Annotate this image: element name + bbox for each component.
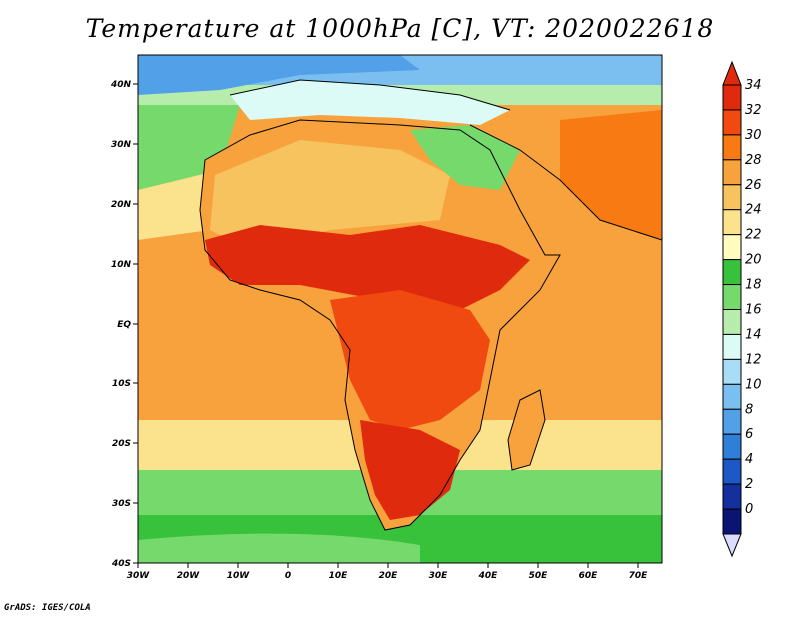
colorbar-label: 26 xyxy=(745,178,762,193)
lon-tick-label: 50E xyxy=(529,571,549,581)
colorbar-swatch xyxy=(722,309,742,335)
credit-text: GrADS: IGES/COLA xyxy=(4,603,91,613)
colorbar-label: 24 xyxy=(745,203,762,218)
colorbar-top-arrow xyxy=(722,60,742,86)
lon-tick-label: 20W xyxy=(177,571,201,581)
colorbar-swatch xyxy=(722,234,742,261)
lon-tick-label: 70E xyxy=(629,571,649,581)
colorbar-bottom-arrow xyxy=(722,533,742,558)
lat-tick-label: 10N xyxy=(111,260,132,270)
colorbar-label: 22 xyxy=(745,228,762,243)
lat-tick-label: 40N xyxy=(110,80,132,90)
colorbar-swatch xyxy=(722,84,742,111)
colorbar-label: 0 xyxy=(745,502,753,517)
colorbar-label: 32 xyxy=(745,103,762,118)
lat-tick-label: EQ xyxy=(117,320,131,330)
colorbar-swatch xyxy=(722,458,742,485)
lon-tick-label: 40E xyxy=(478,571,499,581)
lon-tick-label: 0 xyxy=(285,571,291,581)
latitude-labels: 40N 30N 20N 10N EQ 10S 20S 30S 40S xyxy=(110,80,132,569)
colorbar-swatch xyxy=(722,433,742,460)
map-frame xyxy=(137,54,663,564)
colorbar-label: 18 xyxy=(745,278,762,293)
lat-tick-label: 20N xyxy=(111,200,132,210)
lon-tick-label: 30E xyxy=(429,571,449,581)
colorbar-label: 2 xyxy=(745,477,753,492)
colorbar-label: 4 xyxy=(745,452,753,467)
lat-tick-label: 30N xyxy=(111,140,132,150)
colorbar-swatch xyxy=(722,408,742,435)
colorbar-swatch xyxy=(722,333,742,360)
map-title: Temperature at 1000hPa [C], VT: 20200226… xyxy=(85,14,715,43)
colorbar-swatch xyxy=(722,508,742,535)
colorbar-label: 16 xyxy=(745,303,762,318)
tick-marks xyxy=(133,83,639,568)
colorbar-label: 8 xyxy=(745,402,753,417)
colorbar-swatch xyxy=(722,109,742,136)
colorbar-swatch xyxy=(722,259,742,286)
colorbar-label: 12 xyxy=(745,352,762,367)
lat-tick-label: 40S xyxy=(111,559,131,569)
coastlines xyxy=(199,79,662,531)
lat-tick-label: 20S xyxy=(112,439,131,449)
colorbar-label: 30 xyxy=(745,128,762,143)
colorbar-swatch xyxy=(722,184,742,211)
lon-tick-label: 10E xyxy=(329,571,349,581)
colorbar-swatch xyxy=(722,383,742,410)
lon-tick-label: 20E xyxy=(379,571,399,581)
lon-tick-label: 10W xyxy=(227,571,251,581)
colorbar-label: 10 xyxy=(745,377,762,392)
colorbar-label: 14 xyxy=(745,327,762,342)
colorbar-swatch xyxy=(722,358,742,385)
colorbar-swatch xyxy=(722,159,742,186)
lat-tick-label: 30S xyxy=(112,499,131,509)
colorbar-label: 34 xyxy=(745,78,762,93)
lon-tick-label: 60E xyxy=(579,571,599,581)
colorbar-label: 6 xyxy=(745,427,753,442)
colorbar-swatch xyxy=(722,209,742,236)
temperature-field xyxy=(138,55,662,563)
colorbar-swatch xyxy=(722,483,742,510)
colorbar-swatch xyxy=(722,284,742,310)
colorbar-label: 28 xyxy=(745,153,762,168)
lat-tick-label: 10S xyxy=(112,379,131,389)
colorbar-label: 20 xyxy=(745,253,762,268)
lon-tick-label: 30W xyxy=(127,571,151,581)
colorbar-swatch xyxy=(722,134,742,161)
longitude-labels: 30W 20W 10W 0 10E 20E 30E 40E 50E 60E 70… xyxy=(127,571,648,581)
